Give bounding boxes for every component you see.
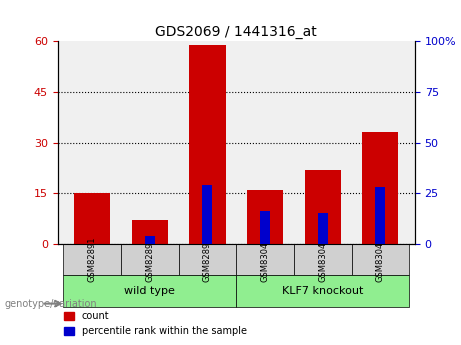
Text: GSM82893: GSM82893 [203, 237, 212, 283]
FancyBboxPatch shape [64, 275, 236, 307]
Bar [145, 236, 155, 244]
FancyBboxPatch shape [179, 244, 236, 275]
Bar [189, 45, 225, 244]
FancyBboxPatch shape [236, 275, 409, 307]
Text: GSM82891: GSM82891 [88, 237, 97, 282]
Bar [74, 193, 110, 244]
Text: GSM83043: GSM83043 [260, 237, 270, 283]
Bar [247, 190, 283, 244]
Bar [362, 132, 398, 244]
Bar [132, 220, 168, 244]
Text: wild type: wild type [124, 286, 175, 296]
Text: GSM82892: GSM82892 [145, 237, 154, 282]
FancyBboxPatch shape [294, 244, 351, 275]
Text: KLF7 knockout: KLF7 knockout [282, 286, 363, 296]
Text: genotype/variation: genotype/variation [5, 299, 97, 308]
Bar [305, 170, 341, 244]
FancyBboxPatch shape [236, 244, 294, 275]
Bar [375, 187, 385, 244]
Bar [202, 185, 213, 244]
Bar [260, 211, 270, 244]
Text: GSM83045: GSM83045 [318, 237, 327, 282]
FancyBboxPatch shape [121, 244, 179, 275]
FancyBboxPatch shape [64, 244, 121, 275]
Bar [318, 214, 328, 244]
Legend: count, percentile rank within the sample: count, percentile rank within the sample [60, 307, 250, 340]
Title: GDS2069 / 1441316_at: GDS2069 / 1441316_at [155, 25, 317, 39]
Text: GSM83046: GSM83046 [376, 237, 385, 283]
FancyBboxPatch shape [351, 244, 409, 275]
